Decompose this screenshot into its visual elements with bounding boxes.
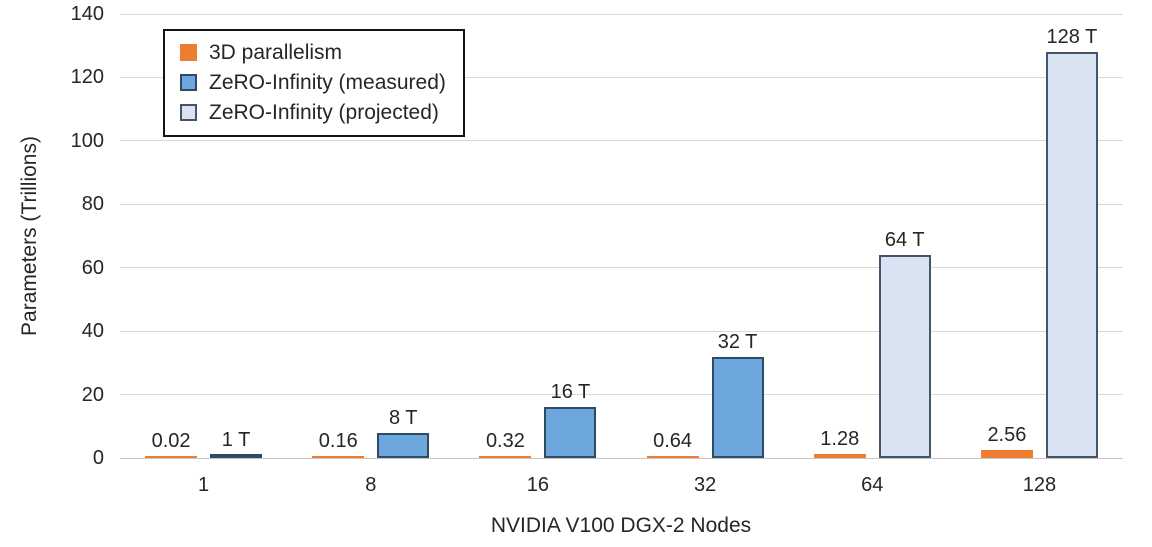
bar-value-label: 64 T [884,229,925,252]
y-tick-label: 40 [81,320,104,343]
gridline [120,13,1123,15]
x-axis-line [120,457,1123,459]
legend-swatch [180,104,197,121]
y-tick-label: 60 [81,256,104,279]
gridline [120,76,1123,78]
legend-label: 3D parallelism [209,41,343,64]
y-tick-label: 80 [81,193,104,216]
legend: 3D parallelism ZeRO-Infinity (measured) Ze… [163,29,465,137]
gridline [120,140,1123,142]
bar-value-label: 0.64 [653,429,693,452]
bar-value-label: 0.32 [485,430,525,452]
x-tick-label: 64 [861,474,884,496]
bar [544,407,597,458]
bar-value-label: 128 T [1046,26,1098,49]
bar [646,455,699,458]
legend-swatch [180,74,197,91]
x-axis-title: NVIDIA V100 DGX-2 Nodes [490,514,752,537]
x-tick-label: 32 [693,474,717,496]
y-tick-label: 100 [70,129,104,152]
bar-value-label: 0.02 [151,430,191,452]
bar [813,453,866,458]
bar [980,449,1033,458]
x-tick-label: 16 [526,474,550,496]
bar [312,456,365,458]
bar-value-label: 8 T [388,406,418,429]
x-tick-label: 1 [198,474,210,496]
bar-value-label: 1 T [221,428,251,451]
legend-item: ZeRO-Infinity (measured) [180,69,446,96]
bar [711,356,764,458]
bar [878,255,931,458]
y-tick-label: 20 [81,383,104,406]
plot-area: 0.02 1 T 0.16 8 T 0.32 16 T 0.64 32 T 1.28 64 T 2.… [120,13,1123,459]
bar-value-label: 32 T [717,330,758,353]
legend-item: 3D parallelism [180,39,446,66]
x-tick-label: 8 [365,474,377,496]
bar [479,456,532,458]
bar [377,432,430,458]
y-axis-title: Parameters (Trillions) [18,136,41,336]
gridline [120,203,1123,205]
legend-swatch [180,44,197,61]
y-tick-label: 0 [92,447,104,469]
legend-item: ZeRO-Infinity (projected) [180,99,446,126]
bar-value-label: 2.56 [987,423,1027,446]
bar-value-label: 0.16 [318,430,358,452]
bar [210,454,263,458]
bar-value-label: 1.28 [820,427,860,450]
gridline [120,394,1123,396]
legend-label: ZeRO-Infinity (projected) [209,101,439,124]
legend-label: ZeRO-Infinity (measured) [209,71,446,94]
gridline [120,267,1123,269]
y-tick-label: 120 [70,66,104,89]
bar [145,456,198,458]
x-tick-label: 128 [1022,474,1057,496]
gridline [120,330,1123,332]
y-tick-label: 140 [70,3,104,25]
bar [1045,52,1098,458]
bar-value-label: 16 T [550,381,591,404]
